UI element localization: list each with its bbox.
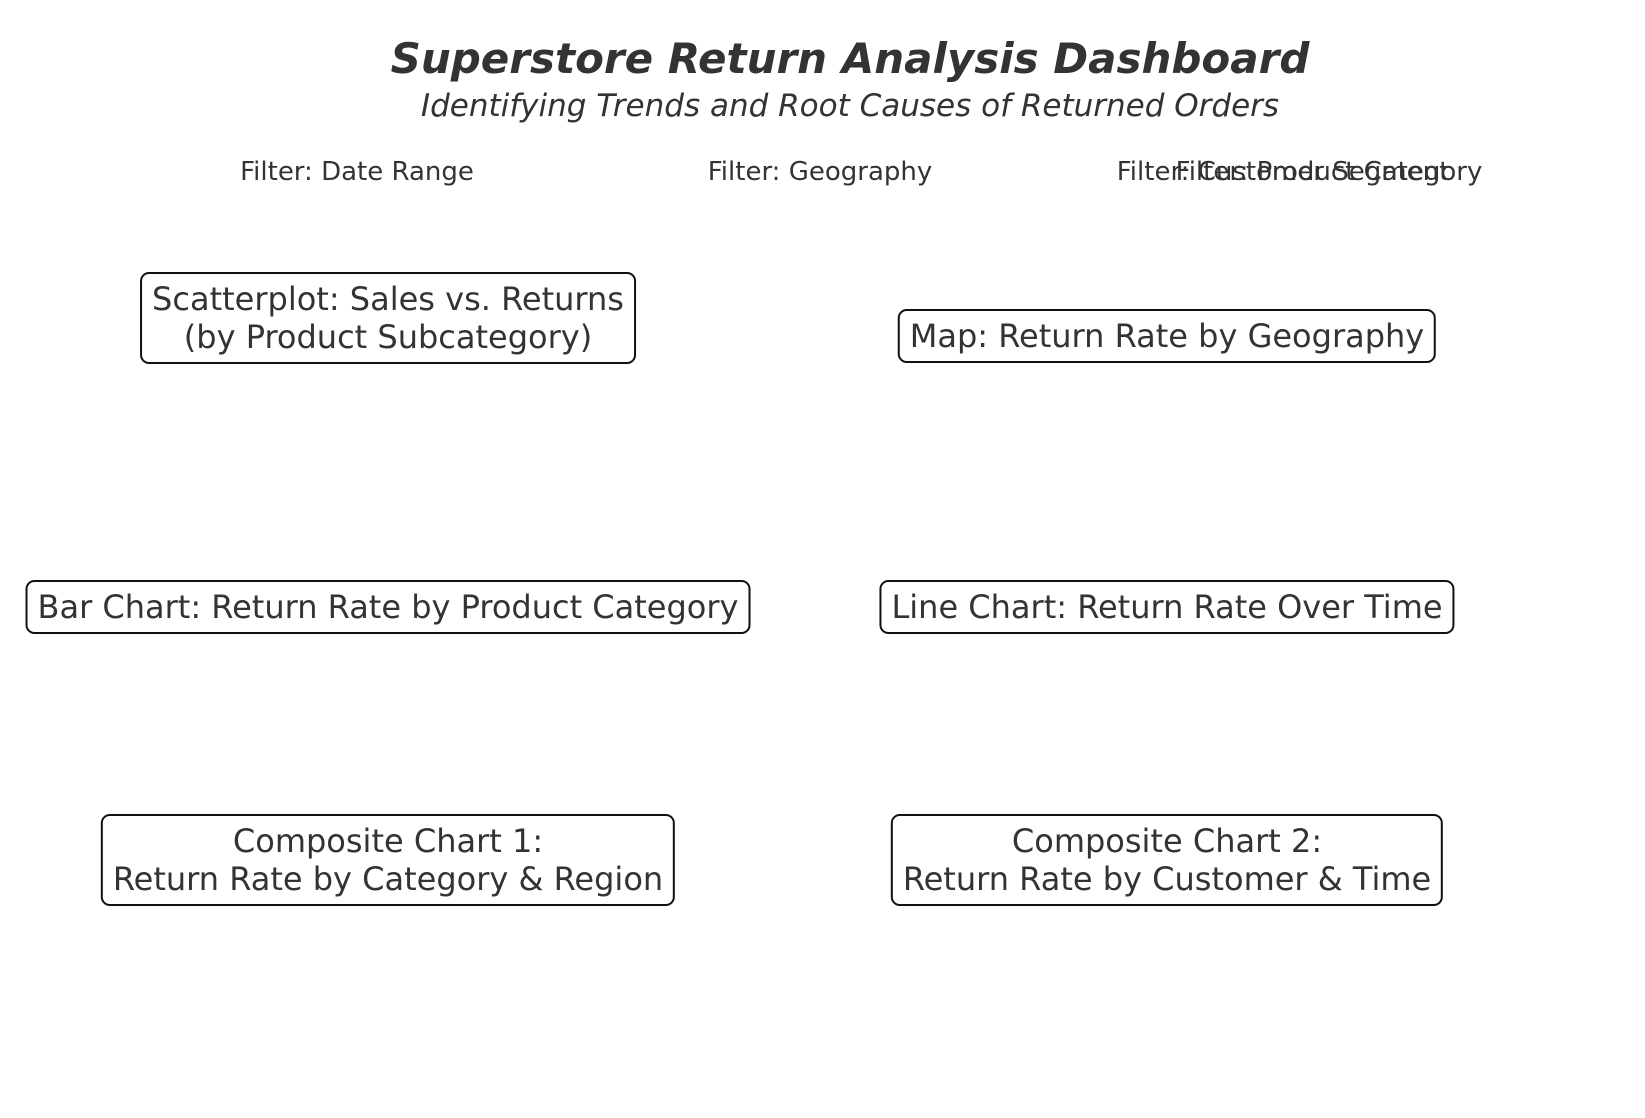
composite-chart-1-panel[interactable]: Composite Chart 1: Return Rate by Catego… bbox=[100, 814, 676, 906]
composite-chart-2-subtitle: Return Rate by Customer & Time bbox=[902, 860, 1432, 898]
dashboard-subtitle: Identifying Trends and Root Causes of Re… bbox=[420, 88, 1280, 124]
scatterplot-panel-title: Scatterplot: Sales vs. Returns bbox=[152, 280, 624, 318]
bar-chart-panel[interactable]: Bar Chart: Return Rate by Product Catego… bbox=[25, 580, 751, 634]
composite-chart-2-panel[interactable]: Composite Chart 2: Return Rate by Custom… bbox=[890, 814, 1444, 906]
map-panel[interactable]: Map: Return Rate by Geography bbox=[897, 309, 1437, 363]
scatterplot-panel-subtitle: (by Product Subcategory) bbox=[183, 318, 593, 356]
composite-chart-1-title: Composite Chart 1: bbox=[232, 822, 544, 860]
scatterplot-panel[interactable]: Scatterplot: Sales vs. Returns (by Produ… bbox=[140, 272, 636, 364]
composite-chart-1-subtitle: Return Rate by Category & Region bbox=[112, 860, 664, 898]
composite-chart-2-title: Composite Chart 2: bbox=[1011, 822, 1323, 860]
line-chart-panel-title: Line Chart: Return Rate Over Time bbox=[891, 588, 1443, 626]
map-panel-title: Map: Return Rate by Geography bbox=[909, 317, 1425, 355]
filter-product-category[interactable]: Filter: Product Category bbox=[1175, 157, 1483, 187]
filter-date-range[interactable]: Filter: Date Range bbox=[240, 157, 474, 187]
filter-geography[interactable]: Filter: Geography bbox=[707, 157, 933, 187]
dashboard-title: Superstore Return Analysis Dashboard bbox=[390, 34, 1310, 83]
bar-chart-panel-title: Bar Chart: Return Rate by Product Catego… bbox=[37, 588, 739, 626]
filter-customer-segment[interactable]: Filter: Customer Segment bbox=[1116, 157, 1450, 187]
line-chart-panel[interactable]: Line Chart: Return Rate Over Time bbox=[879, 580, 1455, 634]
